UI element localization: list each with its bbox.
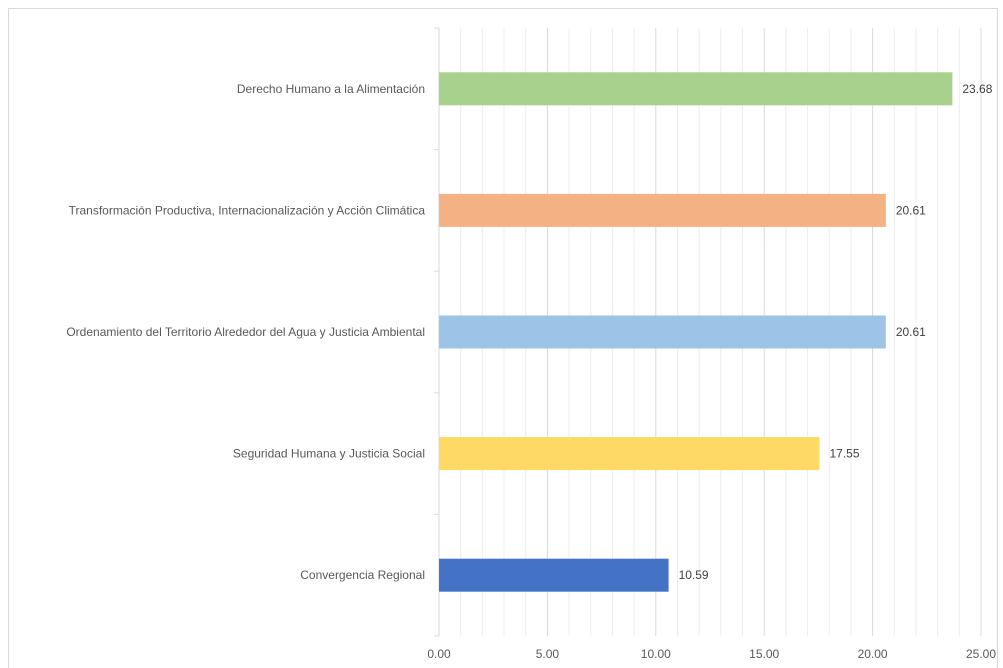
x-tick-labels: 0.00 5.00 10.00 15.00 20.00 25.00: [427, 647, 996, 661]
category-label: Derecho Humano a la Alimentación: [237, 82, 425, 96]
data-label: 10.59: [679, 568, 709, 582]
category-labels: Derecho Humano a la Alimentación Transfor…: [66, 82, 425, 582]
x-tick-label: 15.00: [749, 647, 779, 661]
bar: [439, 72, 953, 106]
x-tick-label: 20.00: [858, 647, 888, 661]
bars: [439, 72, 953, 592]
category-label: Transformación Productiva, Internacional…: [69, 203, 426, 217]
category-tick-marks: [434, 27, 439, 637]
category-label: Convergencia Regional: [300, 568, 425, 582]
category-label: Seguridad Humana y Justicia Social: [233, 447, 425, 461]
data-label: 23.68: [962, 82, 992, 96]
data-label: 20.61: [896, 203, 926, 217]
data-label: 17.55: [829, 447, 859, 461]
bar: [439, 437, 820, 471]
bar: [439, 558, 669, 592]
x-tick-label: 5.00: [536, 647, 560, 661]
x-tick-label: 10.00: [641, 647, 671, 661]
chart-frame: [8, 8, 998, 668]
x-tick-label: 25.00: [966, 647, 996, 661]
x-tick-label: 0.00: [427, 647, 451, 661]
category-label: Ordenamiento del Territorio Alrededor de…: [66, 325, 425, 339]
bar: [439, 315, 886, 349]
data-label: 20.61: [896, 325, 926, 339]
bar: [439, 193, 886, 227]
data-labels: 23.68 20.61 20.61 17.55 10.59: [679, 82, 993, 582]
